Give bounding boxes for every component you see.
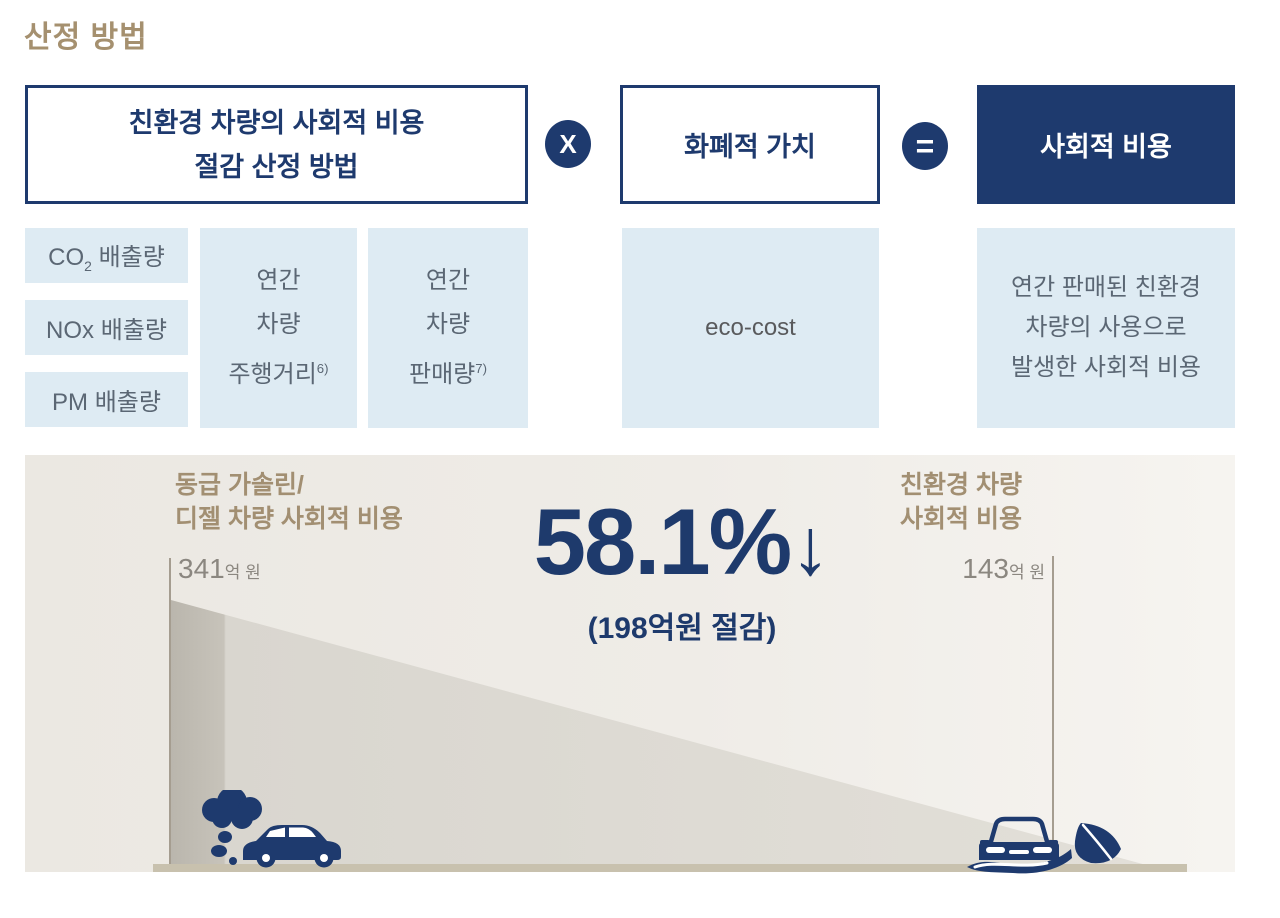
- social-cost-result-box: 사회적 비용: [977, 85, 1235, 204]
- reduction-number: 58.1%: [533, 489, 793, 594]
- ground-line: [153, 864, 1187, 872]
- cost-reduction-wedge: [171, 600, 1150, 866]
- driving-line3: 주행거리6): [228, 361, 329, 388]
- method-box-line2: 절감 산정 방법: [194, 151, 359, 182]
- nox-emissions-box: NOx 배출량: [25, 300, 188, 355]
- co2-emissions-box: CO2 배출량: [25, 228, 188, 283]
- exhaust-car-icon: [202, 790, 341, 868]
- gasoline-diesel-label: 동급 가솔린/ 디젤 차량 사회적 비용: [175, 468, 403, 536]
- gasoline-cost-number: 341: [178, 553, 225, 584]
- comparison-panel: 동급 가솔린/ 디젤 차량 사회적 비용 341억 원 58.1%↓ (198억…: [25, 455, 1235, 874]
- result-desc-line1: 연간 판매된 친환경: [1011, 274, 1201, 301]
- eco-cost-unit: 억 원: [1008, 563, 1045, 582]
- multiply-operator-icon: X: [545, 120, 591, 168]
- nox-emissions-label: NOx 배출량: [46, 317, 167, 344]
- social-cost-label: 사회적 비용: [1040, 132, 1172, 162]
- gasoline-label-line2: 디젤 차량 사회적 비용: [175, 505, 403, 533]
- result-desc-line3: 발생한 사회적 비용: [1011, 354, 1201, 381]
- eco-cost-axis-line: [1052, 556, 1054, 864]
- annual-driving-distance-box: 연간 차량 주행거리6): [200, 228, 357, 428]
- gasoline-cost-value: 341억 원: [178, 553, 261, 585]
- pm-emissions-label: PM 배출량: [52, 389, 161, 416]
- eco-vehicle-label: 친환경 차량 사회적 비용: [900, 468, 1022, 536]
- eco-label-line1: 친환경 차량: [900, 471, 1022, 499]
- pm-emissions-box: PM 배출량: [25, 372, 188, 427]
- multiply-label: X: [559, 128, 577, 159]
- eco-cost-box: eco-cost: [622, 228, 879, 428]
- gasoline-label-line1: 동급 가솔린/: [175, 471, 304, 499]
- sales-line2: 차량: [425, 311, 471, 338]
- monetary-value-label: 화폐적 가치: [684, 132, 816, 162]
- down-arrow-icon: ↓: [790, 502, 831, 591]
- co2-emissions-label: CO2 배출량: [48, 244, 165, 274]
- reduction-percentage: 58.1%↓: [462, 495, 902, 589]
- reduction-note: (198억원 절감): [587, 612, 777, 645]
- result-description-box: 연간 판매된 친환경 차량의 사용으로 발생한 사회적 비용: [977, 228, 1235, 428]
- monetary-value-box: 화폐적 가치: [620, 85, 880, 204]
- driving-line2: 차량: [256, 311, 301, 338]
- driving-line1: 연간: [256, 267, 301, 294]
- gasoline-cost-axis-line: [169, 558, 171, 864]
- result-desc-line2: 차량의 사용으로: [1025, 314, 1187, 341]
- eco-label-line2: 사회적 비용: [900, 505, 1022, 533]
- eco-cost-label: eco-cost: [705, 314, 796, 341]
- eco-cost-number: 143: [962, 553, 1009, 584]
- equals-label: =: [915, 127, 935, 164]
- method-box-line1: 친환경 차량의 사회적 비용: [128, 107, 425, 138]
- sales-line3: 판매량7): [409, 361, 487, 388]
- equals-operator-icon: =: [902, 122, 948, 170]
- sales-line1: 연간: [425, 267, 471, 294]
- eco-car-leaf-icon: [967, 816, 1121, 874]
- gasoline-cost-unit: 억 원: [224, 563, 261, 582]
- reduction-stat: 58.1%↓ (198억원 절감): [462, 495, 902, 647]
- page-title: 산정 방법: [24, 21, 148, 54]
- eco-cost-value: 143억 원: [855, 553, 1045, 585]
- method-box: 친환경 차량의 사회적 비용 절감 산정 방법: [25, 85, 528, 204]
- annual-sales-box: 연간 차량 판매량7): [368, 228, 528, 428]
